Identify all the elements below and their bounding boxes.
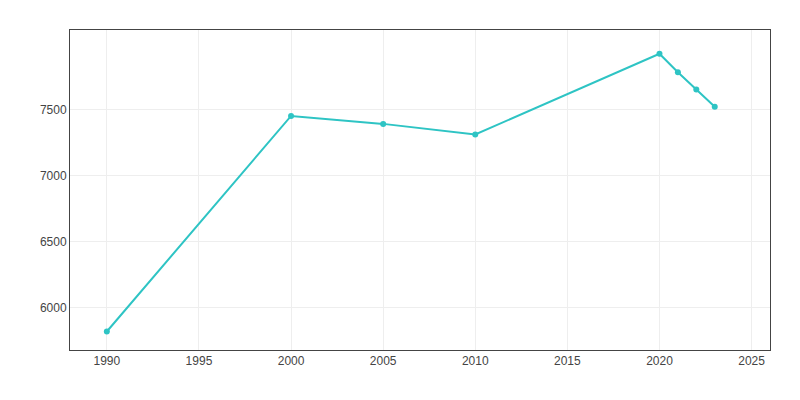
svg-text:6500: 6500 (40, 235, 67, 249)
svg-text:2020: 2020 (646, 354, 673, 368)
svg-text:2015: 2015 (554, 354, 581, 368)
svg-text:2005: 2005 (370, 354, 397, 368)
svg-text:6000: 6000 (40, 301, 67, 315)
svg-text:1995: 1995 (186, 354, 213, 368)
svg-text:2000: 2000 (278, 354, 305, 368)
svg-text:2010: 2010 (462, 354, 489, 368)
svg-text:7500: 7500 (40, 103, 67, 117)
svg-text:2025: 2025 (738, 354, 765, 368)
svg-text:1990: 1990 (93, 354, 120, 368)
svg-text:7000: 7000 (40, 169, 67, 183)
